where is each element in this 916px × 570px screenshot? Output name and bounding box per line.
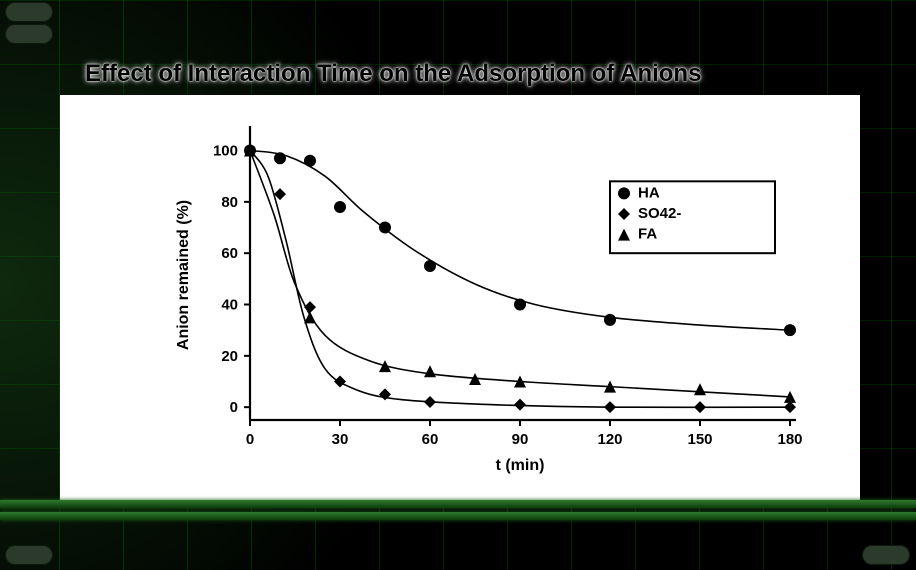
svg-text:90: 90 <box>512 431 529 448</box>
svg-text:120: 120 <box>597 431 622 448</box>
decor-green-bar <box>0 500 916 508</box>
svg-text:30: 30 <box>332 431 349 448</box>
svg-text:40: 40 <box>221 297 238 314</box>
svg-text:60: 60 <box>221 245 238 262</box>
slide-title: Effect of Interaction Time on the Adsorp… <box>85 60 856 88</box>
svg-text:100: 100 <box>213 143 238 160</box>
svg-text:0: 0 <box>230 399 238 416</box>
svg-text:SO42-: SO42- <box>638 205 681 222</box>
svg-text:150: 150 <box>687 431 712 448</box>
svg-text:t (min): t (min) <box>496 457 545 474</box>
svg-text:FA: FA <box>638 226 657 243</box>
svg-text:0: 0 <box>246 431 254 448</box>
svg-text:20: 20 <box>221 348 238 365</box>
svg-text:HA: HA <box>638 184 660 201</box>
svg-text:180: 180 <box>777 431 802 448</box>
svg-text:Anion remained (%): Anion remained (%) <box>175 200 192 350</box>
slide-root: Effect of Interaction Time on the Adsorp… <box>0 0 916 570</box>
svg-text:80: 80 <box>221 194 238 211</box>
svg-text:60: 60 <box>422 431 439 448</box>
decor-pill <box>5 24 53 44</box>
decor-pill <box>5 2 53 22</box>
decor-green-bar <box>0 512 916 520</box>
chart-panel: 0 30 60 90 120 150 180 0 20 40 60 80 100 t (min) Anion… <box>60 95 860 500</box>
adsorption-chart: 0 30 60 90 120 150 180 0 20 40 60 80 100 t (min) Anion… <box>60 95 860 500</box>
decor-pill <box>5 545 53 565</box>
decor-pill <box>862 545 910 565</box>
